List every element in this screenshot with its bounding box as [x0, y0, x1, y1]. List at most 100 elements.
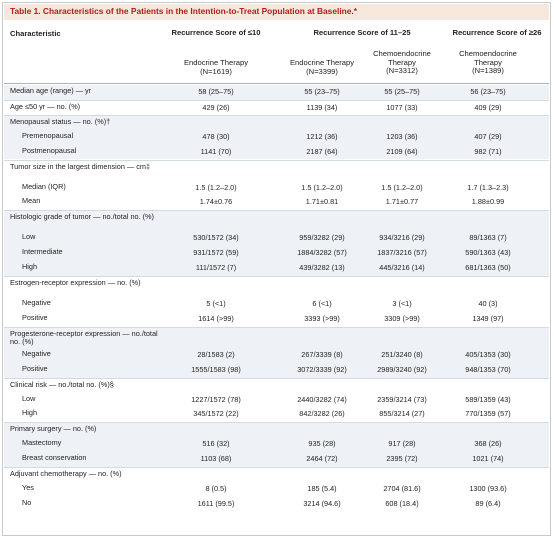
row-value-col-3: 917 (28) — [388, 439, 416, 449]
table-row: Clinical risk — no./total no. (%)§ — [4, 377, 549, 394]
row-label: Clinical risk — no./total no. (%)§ — [10, 379, 114, 389]
row-label: No — [22, 497, 32, 507]
row-value-col-3: 2395 (72) — [386, 454, 418, 464]
row-value-col-3: 3 (<1) — [392, 299, 412, 308]
row-label: Median (IQR) — [22, 181, 66, 191]
row-value-col-1: 58 (25–75) — [198, 87, 234, 96]
table-row: Positive 1614 (>99) 3393 (>99) 3309 (>99) 13… — [4, 312, 549, 327]
row-value-col-4: 89/1363 (7) — [469, 233, 507, 243]
row-value-col-4: 409 (29) — [474, 102, 502, 112]
row-label: Adjuvant chemotherapy — no. (%) — [10, 469, 122, 478]
row-value-col-2: 959/3282 (29) — [299, 233, 345, 243]
row-value-col-4: 770/1359 (57) — [465, 409, 511, 419]
row-value-col-2: 935 (28) — [308, 439, 336, 449]
row-value-col-3: 445/3216 (14) — [379, 263, 425, 273]
table-row: Primary surgery — no. (%) — [4, 422, 549, 439]
row-value-col-1: 931/1572 (59) — [193, 248, 239, 258]
footnote-strip — [6, 539, 546, 545]
row-value-col-3: 251/3240 (8) — [381, 349, 423, 359]
table-row: Progesterone-receptor expression — no./t… — [4, 326, 549, 349]
table-title: Table 1. Characteristics of the Patients… — [10, 6, 358, 16]
header-col-3: Chemoendocrine Therapy (N=3312) — [358, 49, 446, 76]
row-value-col-1: 516 (32) — [202, 439, 230, 449]
row-value-col-3: 1.71±0.77 — [385, 197, 419, 207]
row-value-col-1: 1611 (99.5) — [197, 498, 235, 508]
row-value-col-1: 8 (0.5) — [205, 483, 227, 493]
row-value-col-3: 2989/3240 (92) — [377, 364, 427, 374]
table-row: Postmenopausal 1141 (70) 2187 (64) 2109 (64… — [4, 144, 549, 160]
row-value-col-1: 28/1583 (2) — [197, 349, 235, 359]
row-label: Positive — [22, 363, 48, 373]
row-label: Negative — [22, 348, 51, 358]
row-value-col-1: 530/1572 (34) — [193, 233, 239, 243]
row-value-col-1: 1227/1572 (78) — [191, 394, 241, 404]
row-value-col-3: 1203 (36) — [386, 131, 418, 141]
row-value-col-1: 1614 (>99) — [198, 313, 234, 323]
table-row: Adjuvant chemotherapy — no. (%) — [4, 467, 549, 483]
row-label: Mastectomy — [22, 438, 62, 448]
row-label: Negative — [22, 298, 51, 307]
table-row: Histologic grade of tumor — no./total no… — [4, 210, 549, 233]
row-value-col-2: 3393 (>99) — [304, 313, 340, 323]
row-value-col-2: 185 (5.4) — [307, 483, 337, 493]
row-value-col-4: 590/1363 (43) — [465, 248, 511, 258]
row-label: High — [22, 408, 38, 418]
row-value-col-4: 982 (71) — [474, 146, 502, 156]
row-label: Premenopausal — [22, 130, 74, 140]
table-row: Premenopausal 478 (30) 1212 (36) 1203 (36) 4… — [4, 129, 549, 145]
row-value-col-4: 1349 (97) — [472, 313, 504, 323]
table-row: Negative 28/1583 (2) 267/3339 (8) 251/3240 … — [4, 347, 549, 363]
table-row: Breast conservation 1103 (68) 2464 (72) 239… — [4, 452, 549, 467]
header-col-3-line-2: Therapy — [388, 57, 416, 67]
row-value-col-4: 405/1353 (30) — [465, 349, 511, 359]
row-value-col-4: 89 (6.4) — [475, 498, 501, 508]
row-value-col-2: 3072/3339 (92) — [297, 364, 347, 374]
row-label: Age ≤50 yr — no. (%) — [10, 101, 81, 111]
row-value-col-4: 1.7 (1.3–2.3) — [467, 182, 509, 192]
row-value-col-2: 6 (<1) — [312, 299, 332, 308]
table-row: Intermediate 931/1572 (59) 1884/3282 (57) 1… — [4, 246, 549, 262]
row-value-col-3: 1837/3216 (57) — [377, 248, 427, 258]
table-frame: Table 1. Characteristics of the Patients… — [2, 2, 551, 536]
table-row: High 345/1572 (22) 842/3282 (26) 855/3214 (… — [4, 407, 549, 422]
row-value-col-4: 40 (3) — [478, 299, 498, 308]
row-value-col-2: 439/3282 (13) — [299, 263, 345, 273]
row-label: Mean — [22, 196, 41, 206]
row-value-col-3: 2109 (64) — [386, 146, 418, 156]
row-label: Low — [22, 232, 36, 242]
header-group-2: Recurrence Score of 11–25 — [313, 28, 411, 37]
header-characteristic: Characteristic — [10, 29, 61, 38]
row-value-col-2: 842/3282 (26) — [299, 409, 345, 419]
row-value-col-3: 1.5 (1.2–2.0) — [381, 182, 423, 192]
row-value-col-3: 3309 (>99) — [384, 313, 420, 323]
row-label: Breast conservation — [22, 453, 87, 463]
table-row: Median (IQR) 1.5 (1.2–2.0) 1.5 (1.2–2.0) 1.… — [4, 181, 549, 196]
table-row: No 1611 (99.5) 3214 (94.6) 608 (18.4) 89 (6.… — [4, 497, 549, 512]
row-label: Tumor size in the largest dimension — cm… — [10, 161, 151, 171]
row-value-col-1: 1555/1583 (98) — [191, 364, 241, 374]
row-label: Primary surgery — no. (%) — [10, 424, 97, 434]
header-col-3-line-1: Chemoendocrine — [373, 49, 431, 58]
header-col-3-line-3: (N=3312) — [386, 66, 418, 76]
table-row: Low 530/1572 (34) 959/3282 (29) 934/3216 (2… — [4, 231, 549, 247]
row-value-col-3: 608 (18.4) — [385, 498, 419, 508]
table-row: High 111/1572 (7) 439/3282 (13) 445/3216 (1… — [4, 261, 549, 276]
header-col-4: Chemoendocrine Therapy (N=1389) — [444, 49, 532, 76]
table-row: Median age (range) — yr 58 (25–75) 55 (23–… — [4, 85, 549, 100]
table-header: Characteristic Recurrence Score of ≤10 R… — [4, 23, 549, 84]
row-value-col-4: 56 (23–75) — [470, 87, 506, 96]
row-value-col-1: 1103 (68) — [200, 454, 232, 464]
row-value-col-4: 681/1363 (50) — [465, 263, 511, 273]
header-col-2-line-1: Endocrine Therapy — [289, 58, 355, 67]
row-value-col-2: 2187 (64) — [306, 146, 338, 156]
row-value-col-4: 368 (26) — [474, 439, 502, 449]
header-col-1-line-2: (N=1619) — [200, 66, 232, 76]
row-value-col-2: 267/3339 (8) — [301, 349, 343, 359]
row-label: Estrogen-receptor expression — no. (%) — [10, 278, 141, 287]
row-label: Menopausal status — no. (%)† — [10, 116, 111, 126]
row-label: High — [22, 262, 38, 272]
row-value-col-2: 1212 (36) — [306, 131, 338, 141]
table-row: Negative 5 (<1) 6 (<1) 3 (<1) 40 (3) — [4, 297, 549, 312]
row-value-col-4: 589/1359 (43) — [465, 394, 511, 404]
table-row: Positive 1555/1583 (98) 3072/3339 (92) 2989… — [4, 362, 549, 378]
